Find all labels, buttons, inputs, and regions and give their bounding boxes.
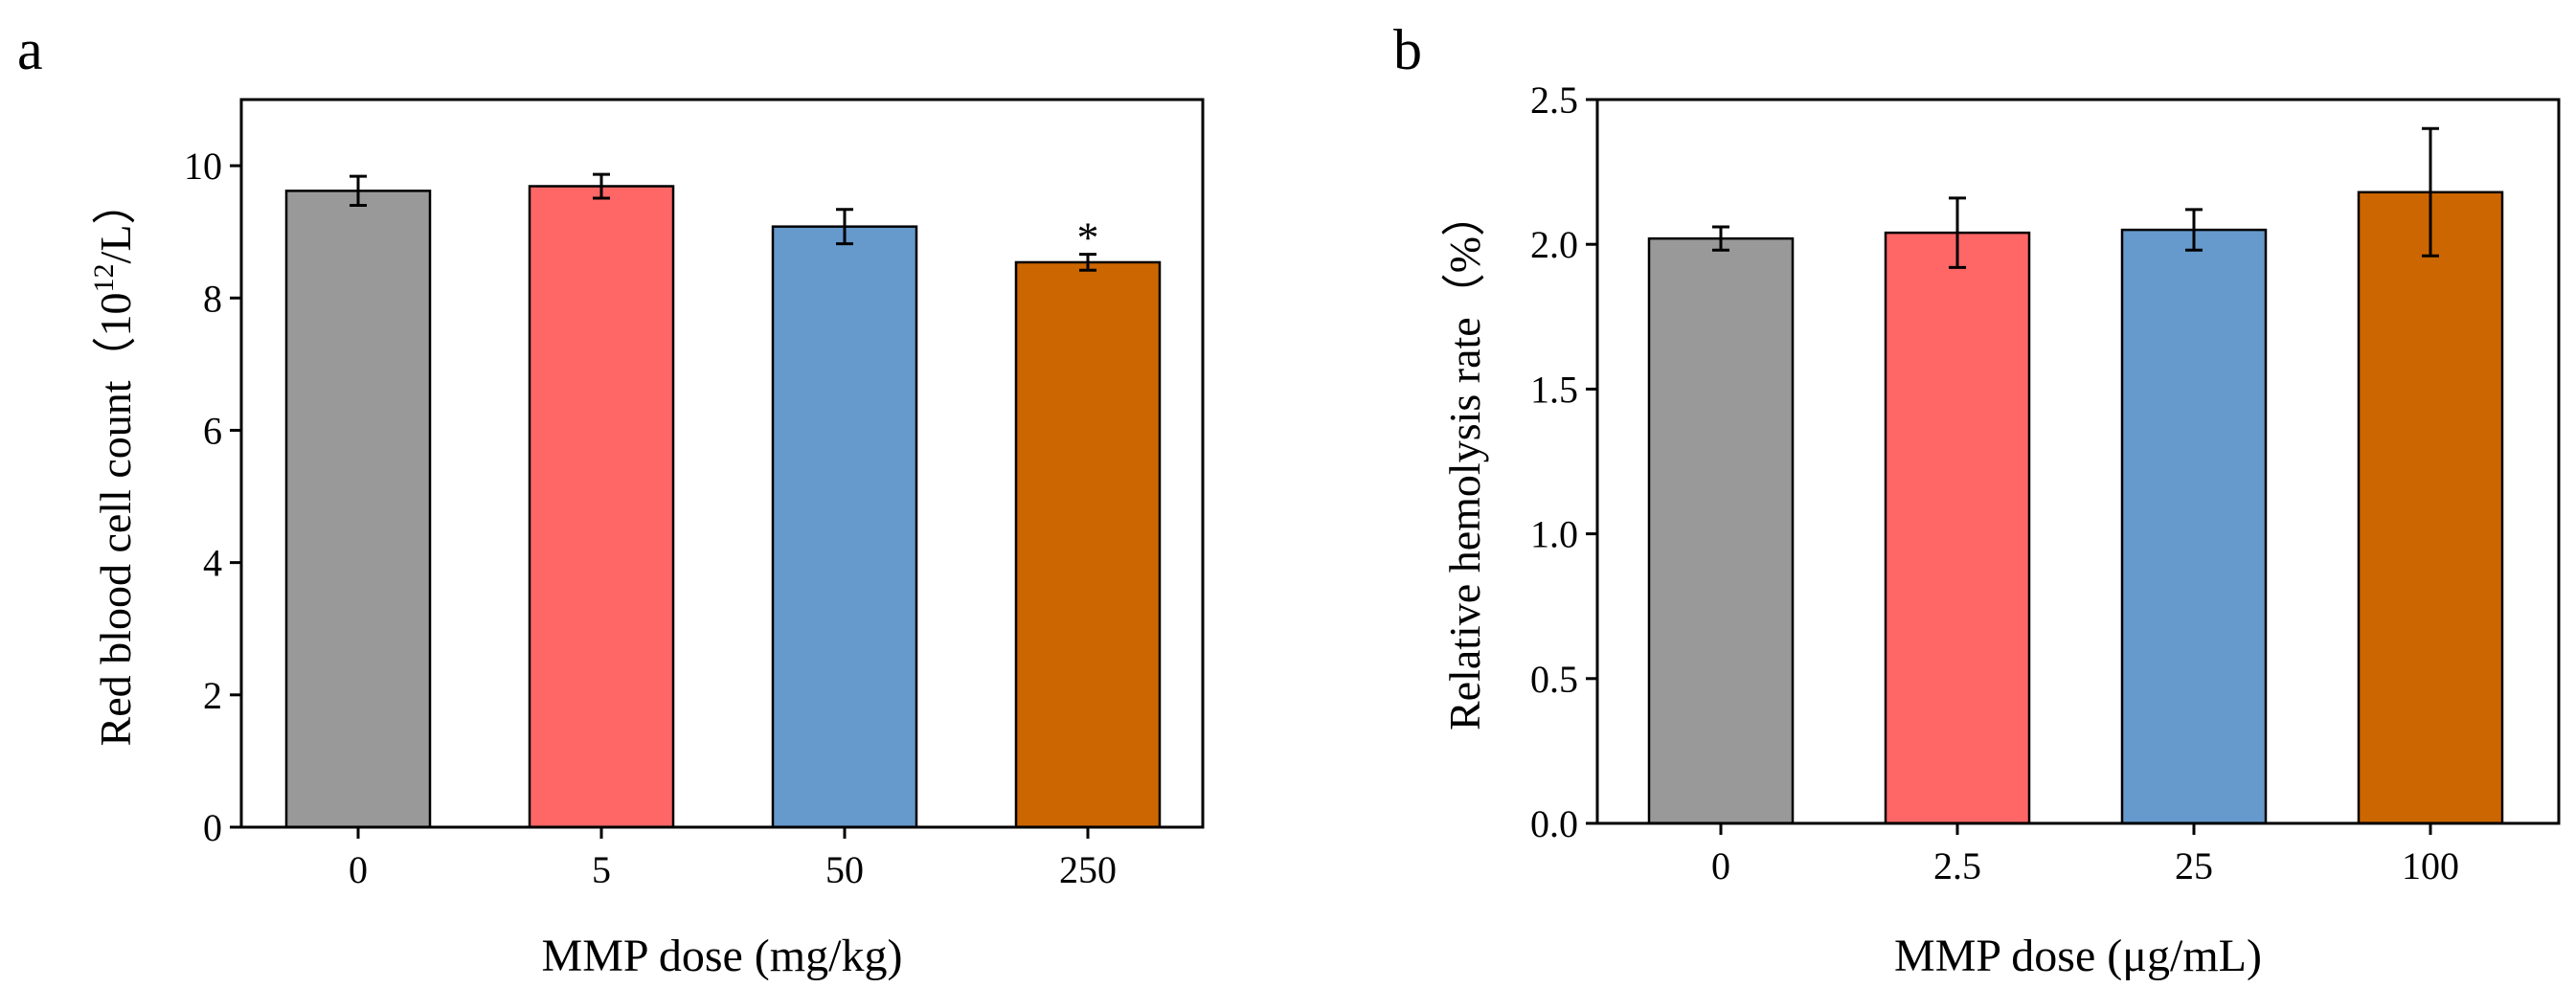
- chart-b-plot: 0.0 0.5 1.0 1.5 2.0 2.5 0 2.5 25 100: [1530, 79, 2504, 887]
- panel-b: b 0.0 0.5 1.0 1.5 2.0 2.5 0 2.5 25 100 MMP dose (…: [1393, 18, 2561, 981]
- chart-b-bar-0: [1647, 236, 1795, 825]
- chart-b-ytick-label: 2.0: [1530, 223, 1578, 266]
- chart-a-ytick-label: 0: [203, 806, 222, 849]
- chart-b-ytick-label: 1.0: [1530, 513, 1578, 556]
- chart-a-ytick-label: 2: [203, 674, 222, 717]
- chart-a-ylabel-sup: 12: [88, 263, 120, 292]
- panel-a-letter: a: [17, 18, 43, 81]
- chart-a-ylabel: Red blood cell count（1012/L）: [88, 181, 140, 747]
- chart-a-ytick-label: 4: [203, 542, 222, 585]
- chart-b-frame: [1595, 98, 2561, 825]
- chart-b-xtick-label-25: 25: [2175, 844, 2213, 887]
- chart-a-bar-50: [771, 225, 918, 829]
- chart-b-bar-2.5: [1884, 231, 2031, 825]
- panel-a: a 0 2 4 6 8 10 0 5 50 250 * MMP dose (mg/kg) Red b…: [17, 18, 1205, 981]
- chart-b-xlabel: MMP dose (μg/mL): [1894, 931, 2262, 981]
- chart-a-frame: [239, 98, 1205, 829]
- chart-b-xtick-label-2.5: 2.5: [1933, 844, 1981, 887]
- chart-a-bar-250: [1014, 260, 1162, 829]
- chart-a-xtick-label-5: 5: [592, 848, 611, 891]
- chart-b-ylabel: Relative hemolysis rate（%）: [1440, 192, 1489, 730]
- chart-a-bar-0: [284, 190, 432, 829]
- chart-b-ytick-label: 0.5: [1530, 658, 1578, 701]
- chart-b-xtick-label-100: 100: [2402, 844, 2459, 887]
- chart-a-ylabel-end: /L）: [91, 181, 140, 264]
- panel-b-letter: b: [1393, 18, 1422, 81]
- chart-a-ytick-label: 8: [203, 277, 222, 320]
- chart-b-ytick-label: 2.5: [1530, 79, 1578, 122]
- chart-b-bar-100: [2357, 191, 2504, 825]
- chart-b-ytick-label: 0.0: [1530, 802, 1578, 845]
- chart-b-bar-25: [2120, 228, 2268, 825]
- chart-a-ylabel-main: Red blood cell count（10: [91, 292, 140, 746]
- chart-b-ytick-label: 1.5: [1530, 368, 1578, 411]
- chart-a-significance-star: *: [1077, 213, 1099, 262]
- chart-a-xtick-label-0: 0: [349, 848, 368, 891]
- chart-a-xlabel: MMP dose (mg/kg): [542, 931, 903, 981]
- chart-a-ytick-label: 10: [184, 145, 222, 188]
- chart-a-bar-5: [528, 185, 675, 829]
- chart-a-plot: 0 2 4 6 8 10 0 5 50 250 *: [184, 145, 1162, 891]
- chart-a-xtick-label-250: 250: [1059, 848, 1117, 891]
- chart-b-xtick-label-0: 0: [1711, 844, 1730, 887]
- chart-a-xtick-label-50: 50: [825, 848, 864, 891]
- chart-a-ytick-label: 6: [203, 409, 222, 452]
